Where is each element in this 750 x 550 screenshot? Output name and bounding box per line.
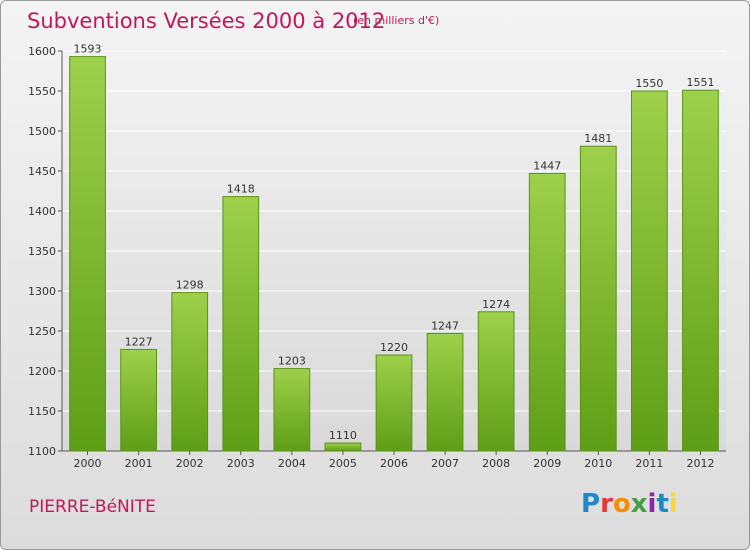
bar-value-label: 1220	[380, 341, 408, 354]
place-name: PIERRE-BéNITE	[29, 497, 156, 517]
bar-value-label: 1110	[329, 429, 357, 442]
bar-value-label: 1203	[278, 355, 306, 368]
bar-2004	[273, 368, 311, 452]
bar-2011	[631, 90, 668, 452]
logo-letter: P	[581, 489, 601, 519]
bar-2006	[375, 354, 413, 452]
logo-letter: i	[668, 489, 678, 519]
y-tick-label: 1300	[28, 285, 56, 298]
logo-letter: x	[630, 489, 648, 519]
logo-letter: t	[656, 489, 669, 519]
bar-2003	[222, 196, 260, 452]
bar-value-label: 1274	[482, 298, 510, 311]
y-tick-label: 1500	[28, 125, 56, 138]
y-tick-label: 1350	[28, 245, 56, 258]
y-tick-label: 1450	[28, 165, 56, 178]
bar-2010	[579, 145, 617, 452]
x-tick-label: 2002	[176, 457, 204, 470]
logo-letter: i	[647, 489, 657, 519]
y-tick-label: 1250	[28, 325, 56, 338]
x-tick-label: 2006	[380, 457, 408, 470]
bar-2009	[528, 172, 566, 452]
bar-value-label: 1593	[74, 43, 102, 56]
bar-value-label: 1447	[533, 159, 561, 172]
chart-subtitle: (en milliers d'€)	[353, 14, 440, 27]
x-tick-label: 2004	[278, 457, 306, 470]
x-axis: 2000 2001 2002 2003 2004 2005 2006 2007 2008 2009…	[74, 451, 714, 470]
bar-value-label: 1551	[686, 76, 714, 89]
bar-2005	[324, 442, 362, 452]
logo-letter: o	[612, 489, 631, 519]
bars: 1593 1227 1298 1418 1203 1110 1220 1247 1274 1447…	[69, 43, 719, 452]
x-tick-label: 2005	[329, 457, 357, 470]
x-tick-label: 2008	[482, 457, 510, 470]
y-tick-label: 1600	[28, 45, 56, 58]
bar-2000	[69, 56, 106, 452]
bar-2012	[682, 89, 719, 452]
x-tick-label: 2011	[635, 457, 663, 470]
x-tick-label: 2007	[431, 457, 459, 470]
chart-title: Subventions Versées 2000 à 2012	[27, 9, 386, 33]
bar-value-label: 1481	[584, 132, 612, 145]
y-tick-label: 1200	[28, 365, 56, 378]
y-tick-label: 1400	[28, 205, 56, 218]
bar-2007	[426, 332, 464, 452]
bar-value-label: 1247	[431, 319, 459, 332]
bar-value-label: 1550	[635, 77, 663, 90]
bar-2001	[120, 348, 157, 452]
bar-value-label: 1227	[125, 335, 153, 348]
x-tick-label: 2012	[686, 457, 714, 470]
bar-value-label: 1418	[227, 183, 255, 196]
x-tick-label: 2000	[74, 457, 102, 470]
bar-value-label: 1298	[176, 279, 204, 292]
y-tick-label: 1150	[28, 405, 56, 418]
bar-2008	[477, 311, 515, 452]
x-tick-label: 2010	[584, 457, 612, 470]
x-tick-label: 2001	[125, 457, 153, 470]
x-tick-label: 2003	[227, 457, 255, 470]
y-tick-label: 1550	[28, 85, 56, 98]
x-tick-label: 2009	[533, 457, 561, 470]
logo-letter: r	[600, 489, 613, 519]
y-tick-label: 1100	[28, 445, 56, 458]
proxiti-logo: Proxiti	[581, 489, 678, 519]
bar-2002	[171, 292, 209, 452]
